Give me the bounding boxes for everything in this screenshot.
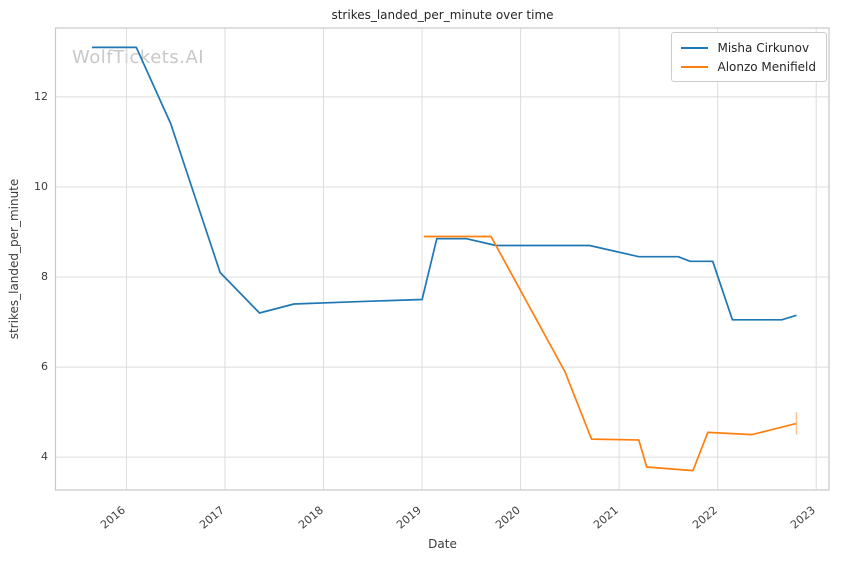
x-axis-label: Date <box>428 537 457 551</box>
legend-item-misha-cirkunov: Misha Cirkunov <box>681 38 816 57</box>
legend-item-label: Misha Cirkunov <box>717 40 810 55</box>
legend-item-alonzo-menifield: Alonzo Menifield <box>681 57 816 76</box>
chart-title: strikes_landed_per_minute over time <box>331 8 554 22</box>
plot-border <box>54 27 830 491</box>
legend-item-label: Alonzo Menifield <box>717 59 816 74</box>
legend: Misha Cirkunov Alonzo Menifield <box>671 32 827 82</box>
y-axis-label: strikes_landed_per_minute <box>7 178 21 340</box>
y-tick-label: 6 <box>41 360 48 374</box>
legend-line-sample-icon <box>681 65 709 68</box>
series-line-alonzo-menifield <box>424 235 797 472</box>
watermark: WolfTickets.AI <box>72 47 205 68</box>
legend-line-sample-icon <box>681 46 709 49</box>
y-tick-label: 10 <box>34 179 48 193</box>
series-line-misha-cirkunov <box>92 46 797 321</box>
y-tick-label: 8 <box>41 270 48 283</box>
y-tick-label: 4 <box>41 450 48 464</box>
y-tick-label: 12 <box>34 89 48 103</box>
